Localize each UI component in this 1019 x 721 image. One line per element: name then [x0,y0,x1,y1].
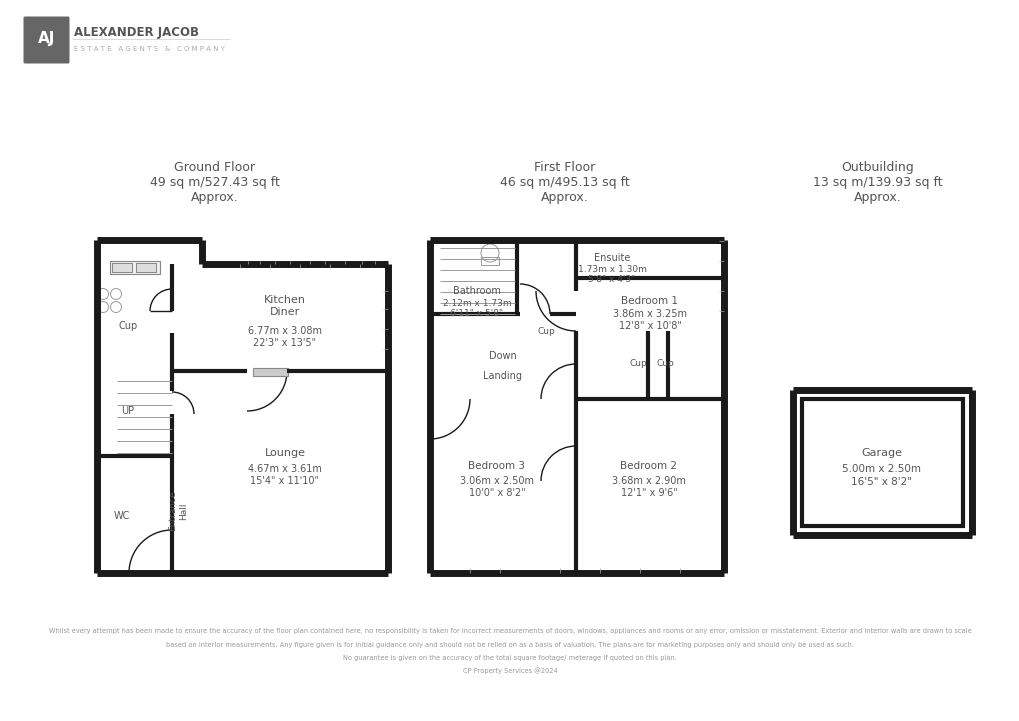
Text: WC: WC [114,511,130,521]
Text: Entrance
Hall: Entrance Hall [168,491,187,531]
Text: 22'3" x 13'5": 22'3" x 13'5" [253,338,316,348]
Text: Landing: Landing [483,371,522,381]
Text: Kitchen
Diner: Kitchen Diner [264,295,306,317]
Text: First Floor
46 sq m/495.13 sq ft
Approx.: First Floor 46 sq m/495.13 sq ft Approx. [499,161,630,204]
Text: Cup: Cup [655,358,674,368]
Text: 10'0" x 8'2": 10'0" x 8'2" [468,488,525,498]
Text: 12'1" x 9'6": 12'1" x 9'6" [620,488,677,498]
Text: Bathroom: Bathroom [452,286,500,296]
Text: 1.73m x 1.30m: 1.73m x 1.30m [577,265,646,273]
Text: Ensuite: Ensuite [593,253,630,263]
FancyBboxPatch shape [23,17,69,63]
Text: Down: Down [489,351,517,361]
Bar [112,263,131,272]
Text: 3.06m x 2.50m: 3.06m x 2.50m [460,476,534,486]
Bar [253,368,287,376]
Text: AJ: AJ [38,32,55,46]
Text: Cup: Cup [118,321,138,331]
Text: Cup: Cup [629,358,646,368]
Text: 12'8" x 10'8": 12'8" x 10'8" [618,321,681,331]
Text: 3.86m x 3.25m: 3.86m x 3.25m [612,309,687,319]
Text: 6'11" x 5'8": 6'11" x 5'8" [450,309,503,319]
Text: Cup: Cup [537,327,554,335]
Text: UP: UP [121,406,135,416]
Text: ALEXANDER JACOB: ALEXANDER JACOB [74,25,199,39]
Bar [136,263,156,272]
Text: based on interior measurements. Any figure given is for initial guidance only an: based on interior measurements. Any figu… [166,642,853,648]
Text: 2.12m x 1.73m: 2.12m x 1.73m [442,298,511,307]
Text: CP Property Services @2024: CP Property Services @2024 [462,668,557,674]
Bar [481,257,498,265]
Text: 5.00m x 2.50m: 5.00m x 2.50m [842,464,920,474]
Text: Outbuilding
13 sq m/139.93 sq ft
Approx.: Outbuilding 13 sq m/139.93 sq ft Approx. [812,161,942,204]
Text: E S T A T E   A G E N T S   &   C O M P A N Y: E S T A T E A G E N T S & C O M P A N Y [74,46,225,52]
Bar [801,399,962,526]
Text: 16'5" x 8'2": 16'5" x 8'2" [851,477,912,487]
Text: Ground Floor
49 sq m/527.43 sq ft
Approx.: Ground Floor 49 sq m/527.43 sq ft Approx… [150,161,279,204]
Text: 5'8" x 4'3": 5'8" x 4'3" [588,275,635,285]
Text: 4.67m x 3.61m: 4.67m x 3.61m [248,464,322,474]
Text: Bedroom 1: Bedroom 1 [621,296,678,306]
Text: 15'4" x 11'10": 15'4" x 11'10" [251,476,319,486]
Text: No guarantee is given on the accuracy of the total square footage/ meterage if q: No guarantee is given on the accuracy of… [342,655,677,661]
Text: Garage: Garage [861,448,902,458]
Text: Bedroom 3: Bedroom 3 [468,461,525,471]
Text: Lounge: Lounge [264,448,306,458]
Text: 3.68m x 2.90m: 3.68m x 2.90m [611,476,685,486]
Bar [110,261,160,274]
Text: Bedroom 2: Bedroom 2 [620,461,677,471]
Text: 6.77m x 3.08m: 6.77m x 3.08m [248,326,322,336]
Text: Whilst every attempt has been made to ensure the accuracy of the floor plan cont: Whilst every attempt has been made to en… [49,628,970,634]
